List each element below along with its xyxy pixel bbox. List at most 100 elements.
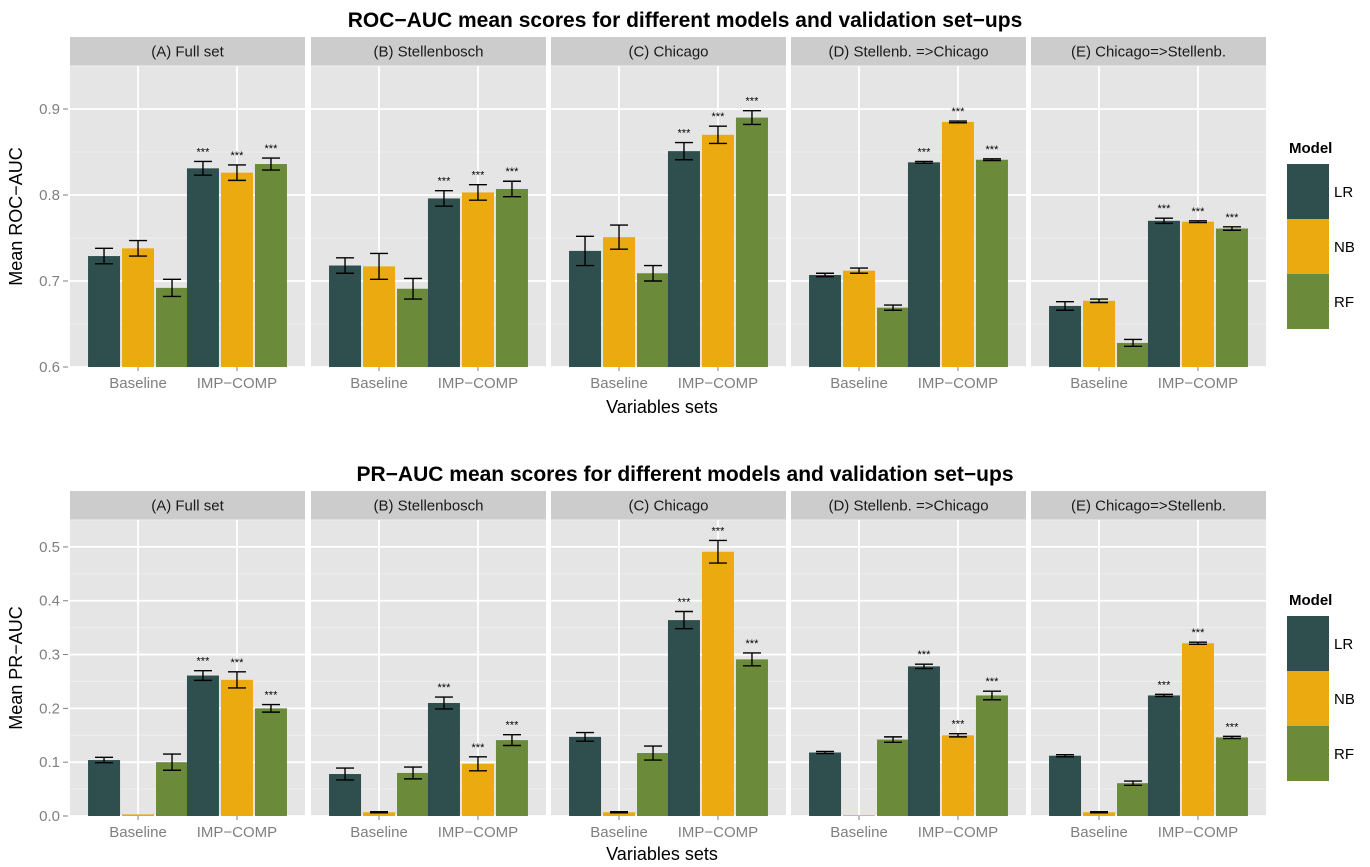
bar-nb: [461, 763, 494, 816]
x-tick-label: Baseline: [350, 375, 408, 392]
x-tick-label: IMP−COMP: [1158, 375, 1238, 392]
x-axis-title: Variables sets: [606, 397, 718, 417]
bar-rf: [637, 273, 670, 367]
facet-strip: [791, 37, 1026, 66]
significance-label: ***: [986, 144, 1000, 156]
x-tick-label: IMP−COMP: [1158, 824, 1238, 841]
bar-rf: [1215, 228, 1248, 367]
legend-label: RF: [1334, 294, 1354, 311]
x-tick-label: Baseline: [590, 824, 648, 841]
bar-lr: [1049, 305, 1082, 367]
significance-label: ***: [265, 690, 279, 702]
y-tick-label: 0.4: [39, 593, 60, 610]
facet-strip: [311, 37, 546, 66]
facet-panel: (B) Stellenbosch Baseline *** *** *** IMP−COM…: [311, 491, 546, 841]
bar-rf: [735, 659, 768, 816]
x-axis-title: Variables sets: [606, 844, 718, 864]
bar-rf: [1117, 783, 1150, 816]
facet-panel: (D) Stellenb. =>Chicago Baseline *** *** ***…: [791, 491, 1026, 841]
significance-label: ***: [438, 682, 452, 694]
y-tick-label: 0.3: [39, 647, 60, 664]
bar-rf: [637, 753, 670, 816]
significance-label: ***: [746, 638, 760, 650]
y-axis-title: Mean ROC−AUC: [6, 147, 26, 286]
significance-label: ***: [678, 128, 692, 140]
facet-strip: [551, 37, 786, 66]
legend: Model LR NB RF: [1287, 592, 1355, 781]
y-tick-label: 0.2: [39, 700, 60, 717]
bar-nb: [1181, 643, 1214, 816]
legend-swatch-rf: [1287, 274, 1329, 329]
x-tick-label: Baseline: [830, 375, 888, 392]
facet-panel: (D) Stellenb. =>Chicago Baseline *** *** ***…: [791, 37, 1026, 392]
significance-label: ***: [1158, 203, 1172, 215]
facet-strip: [791, 491, 1026, 520]
facet-strip: [1031, 37, 1266, 66]
facet-label: (D) Stellenb. =>Chicago: [828, 498, 988, 515]
x-tick-label: Baseline: [590, 375, 648, 392]
bar-nb: [1083, 812, 1116, 816]
legend-swatch-lr: [1287, 164, 1329, 219]
legend-label: LR: [1334, 636, 1353, 653]
facet-panel: (A) Full set Baseline *** *** *** IMP−COMP: [70, 37, 305, 392]
significance-label: ***: [231, 657, 245, 669]
legend-label: RF: [1334, 746, 1354, 763]
bar-lr: [88, 256, 121, 367]
facet-label: (A) Full set: [151, 44, 224, 61]
bar-rf: [495, 188, 528, 367]
significance-label: ***: [506, 720, 520, 732]
bar-nb: [363, 266, 396, 367]
y-tick-label: 0.0: [39, 808, 60, 825]
facet-panel: (E) Chicago=>Stellenb. Baseline *** *** *** I…: [1031, 491, 1266, 841]
bar-rf: [975, 695, 1008, 816]
significance-label: ***: [472, 170, 486, 182]
bar-nb: [603, 812, 636, 816]
bar-rf: [735, 117, 768, 367]
chart-1: ROC−AUC mean scores for different models…: [6, 9, 1355, 417]
bar-rf: [397, 772, 430, 816]
bar-nb: [220, 172, 253, 367]
bar-nb: [603, 237, 636, 367]
significance-label: ***: [712, 525, 726, 537]
bar-lr: [907, 162, 940, 367]
facet-label: (D) Stellenb. =>Chicago: [828, 44, 988, 61]
bar-nb: [461, 192, 494, 367]
bar-lr: [329, 774, 362, 816]
bar-rf: [156, 762, 189, 816]
x-tick-label: IMP−COMP: [918, 824, 998, 841]
x-tick-label: Baseline: [350, 824, 408, 841]
bar-nb: [363, 812, 396, 816]
legend-label: NB: [1334, 691, 1355, 708]
facet-panel: (B) Stellenbosch Baseline *** *** *** IMP−COM…: [311, 37, 546, 392]
legend-label: NB: [1334, 239, 1355, 256]
y-tick-label: 0.5: [39, 539, 60, 556]
bar-nb: [122, 814, 155, 816]
bar-rf: [877, 739, 910, 816]
bar-rf: [975, 159, 1008, 367]
bar-lr: [329, 265, 362, 367]
significance-label: ***: [986, 676, 1000, 688]
significance-label: ***: [197, 656, 211, 668]
x-tick-label: IMP−COMP: [438, 824, 518, 841]
x-tick-label: Baseline: [109, 375, 167, 392]
bar-lr: [88, 760, 121, 816]
significance-label: ***: [918, 146, 932, 158]
legend-swatch-nb: [1287, 219, 1329, 274]
chart-title: PR−AUC mean scores for different models …: [357, 463, 1014, 486]
bar-lr: [809, 274, 842, 367]
bar-nb: [843, 815, 876, 816]
significance-label: ***: [506, 166, 520, 178]
significance-label: ***: [1192, 627, 1206, 639]
legend-swatch-nb: [1287, 671, 1329, 726]
x-tick-label: Baseline: [109, 824, 167, 841]
significance-label: ***: [918, 649, 932, 661]
legend-title: Model: [1289, 140, 1332, 157]
x-tick-label: Baseline: [1070, 824, 1128, 841]
x-tick-label: Baseline: [830, 824, 888, 841]
bar-lr: [186, 168, 219, 367]
significance-label: ***: [746, 96, 760, 108]
significance-label: ***: [265, 143, 279, 155]
bar-lr: [569, 250, 602, 367]
facet-label: (C) Chicago: [628, 44, 708, 61]
